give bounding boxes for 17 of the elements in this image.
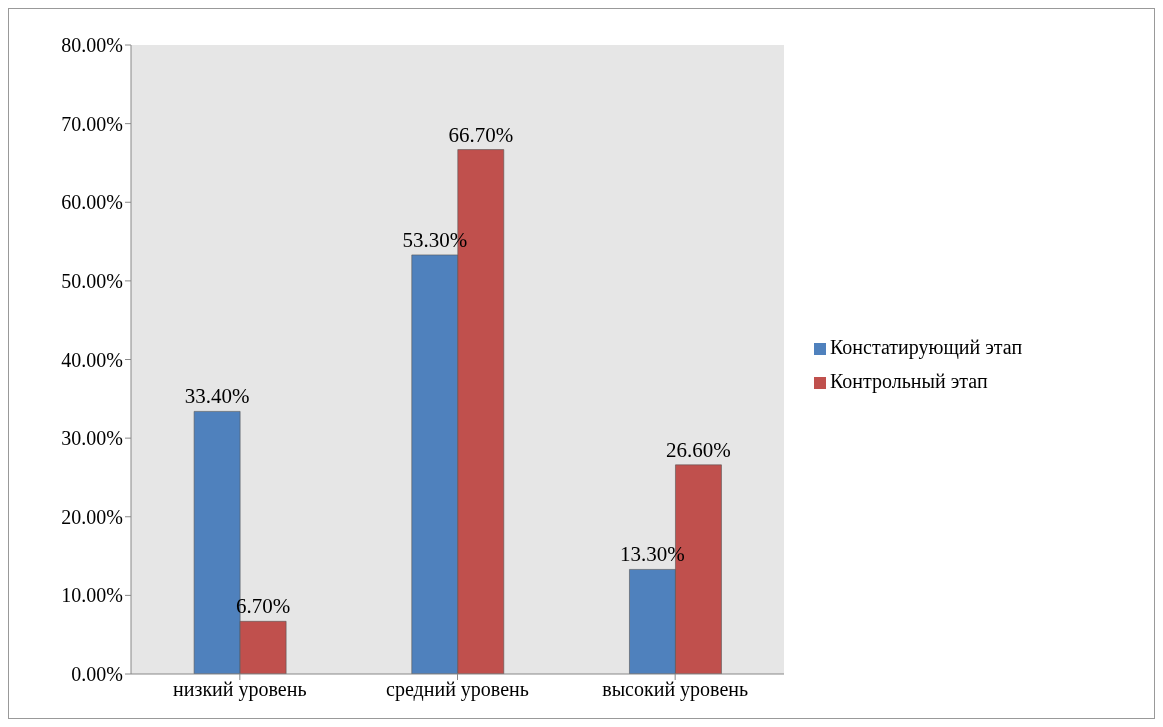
- y-tick-label: 60.00%: [61, 191, 123, 214]
- x-tick-label: низкий уровень: [173, 678, 307, 702]
- y-tick-label: 70.00%: [61, 112, 123, 135]
- y-tick-label: 0.00%: [71, 663, 123, 686]
- data-label: 66.70%: [448, 122, 514, 147]
- y-tick-label: 40.00%: [61, 348, 123, 371]
- y-tick-label: 10.00%: [61, 584, 123, 607]
- data-label: 26.60%: [666, 437, 731, 462]
- data-label: 33.40%: [184, 384, 250, 409]
- y-tick-label: 20.00%: [61, 505, 123, 528]
- legend-label: Контрольный этап: [830, 369, 988, 392]
- y-tick-label: 30.00%: [61, 427, 123, 450]
- y-tick-label: 80.00%: [61, 34, 123, 57]
- y-tick-label: 50.00%: [61, 269, 123, 292]
- legend-label: Констатирующий этап: [830, 335, 1023, 358]
- x-tick-label: высокий уровень: [602, 678, 749, 702]
- x-tick-label: средний уровень: [386, 678, 529, 702]
